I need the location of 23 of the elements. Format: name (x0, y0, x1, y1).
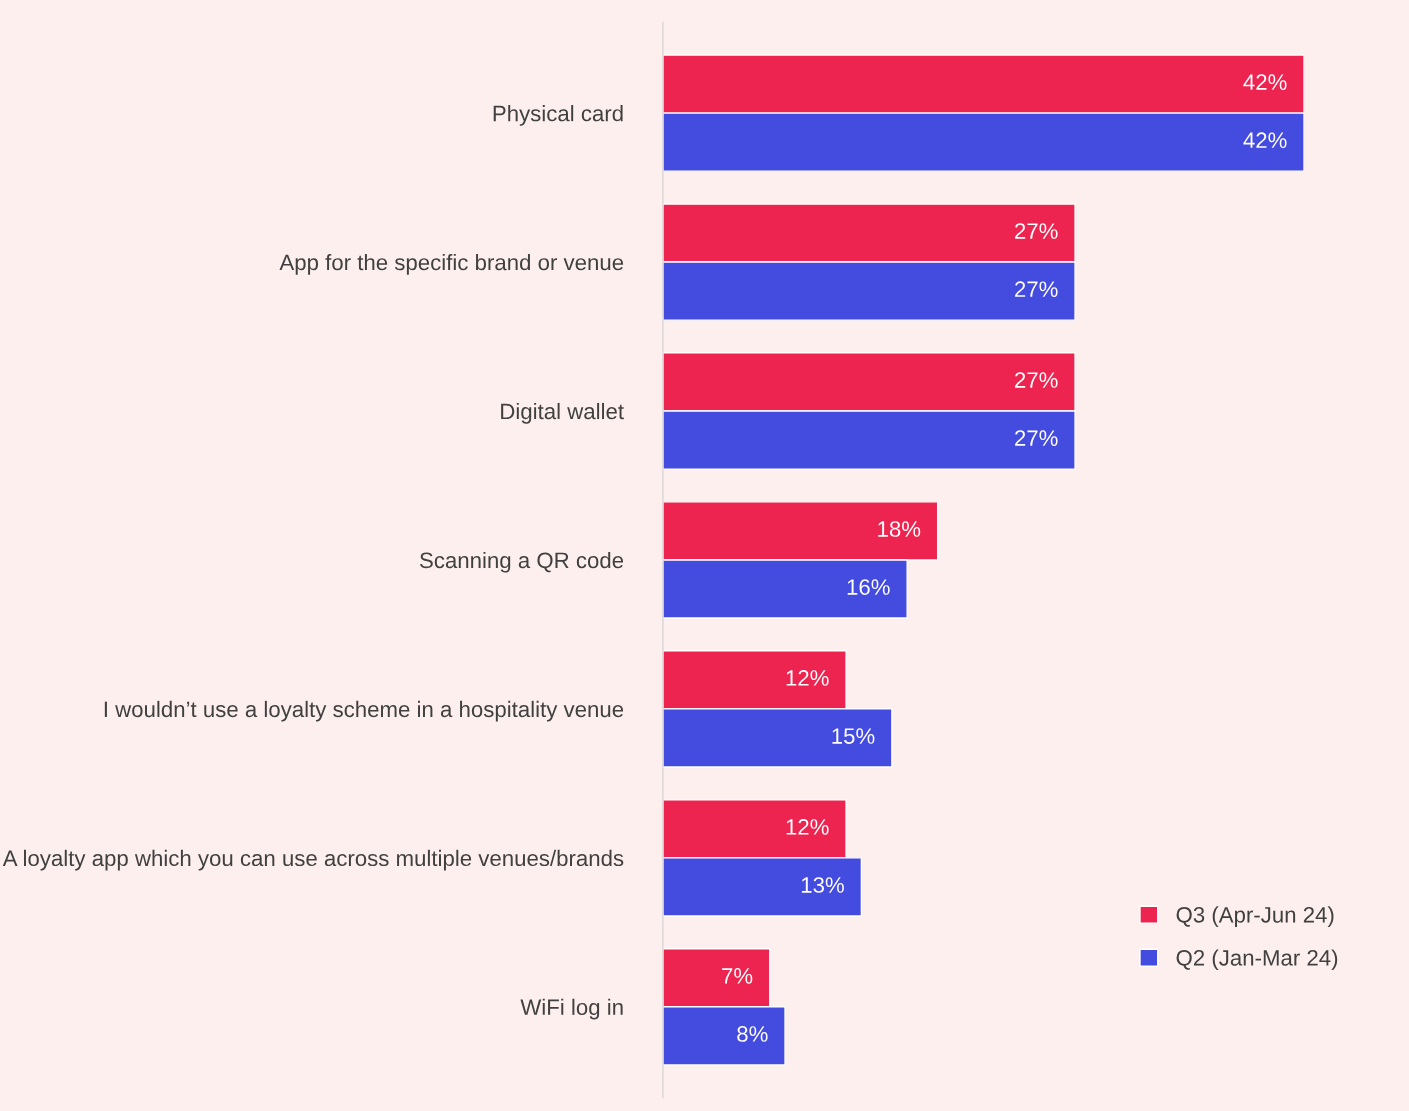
y-tick-label: I wouldn’t use a loyalty scheme in a hospitality venue (104, 700, 624, 722)
data-label: 27% (1015, 223, 1058, 239)
y-tick-label: App for the specific brand or venue (279, 253, 624, 275)
y-tick-label: Physical card (493, 105, 623, 126)
data-label: 13% (801, 877, 844, 893)
y-tick-label: A loyalty app which you can use across multiple venues/brands (2, 849, 624, 871)
data-label: 8% (737, 1026, 768, 1042)
data-label: 15% (832, 728, 875, 744)
data-label: 42% (1243, 74, 1287, 90)
data-label: 27% (1015, 372, 1058, 388)
data-label: 42% (1243, 132, 1287, 149)
data-label: 27% (1015, 430, 1058, 446)
data-label: 16% (847, 579, 890, 595)
data-label: 12% (786, 819, 829, 835)
legend-label: Q3 (Apr-Jun 24) (1176, 906, 1334, 928)
y-tick-label: Digital wallet (501, 402, 624, 424)
data-label: 27% (1015, 281, 1058, 297)
y-tick-label: Scanning a QR code (420, 551, 624, 573)
legend-label: Q2 (Jan-Mar 24) (1176, 949, 1338, 971)
data-label: 18% (878, 521, 921, 537)
y-tick-label: WiFi log in (520, 998, 623, 1020)
data-label: 12% (786, 670, 829, 686)
data-label: 7% (722, 968, 753, 984)
